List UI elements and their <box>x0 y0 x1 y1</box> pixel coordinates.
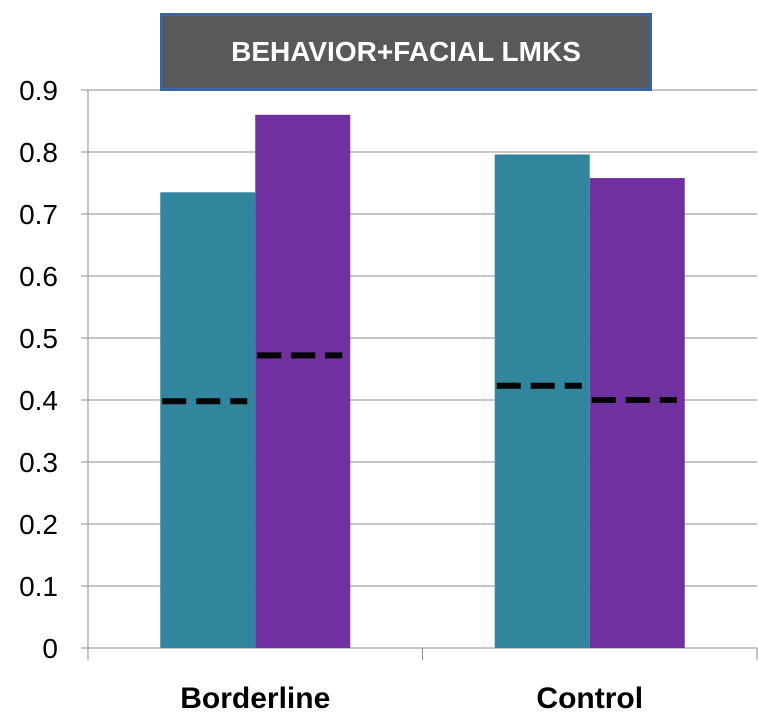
y-tick-label: 0.9 <box>19 75 58 106</box>
x-category-label: Borderline <box>180 682 330 715</box>
y-tick-label: 0.2 <box>19 509 58 540</box>
y-tick-label: 0.5 <box>19 323 58 354</box>
x-category-label: Control <box>536 682 643 715</box>
y-tick-label: 0.7 <box>19 199 58 230</box>
y-tick-label: 0.1 <box>19 571 58 602</box>
y-tick-label: 0 <box>42 633 58 664</box>
bar <box>494 154 590 649</box>
bar <box>589 178 685 649</box>
y-tick-label: 0.3 <box>19 447 58 478</box>
y-tick-label: 0.6 <box>19 261 58 292</box>
bar <box>255 114 351 649</box>
chart-title-box: BEHAVIOR+FACIAL LMKS <box>160 13 652 91</box>
y-tick-label: 0.4 <box>19 385 58 416</box>
chart-title: BEHAVIOR+FACIAL LMKS <box>231 36 581 67</box>
y-tick-label: 0.8 <box>19 137 58 168</box>
bar <box>160 192 256 649</box>
